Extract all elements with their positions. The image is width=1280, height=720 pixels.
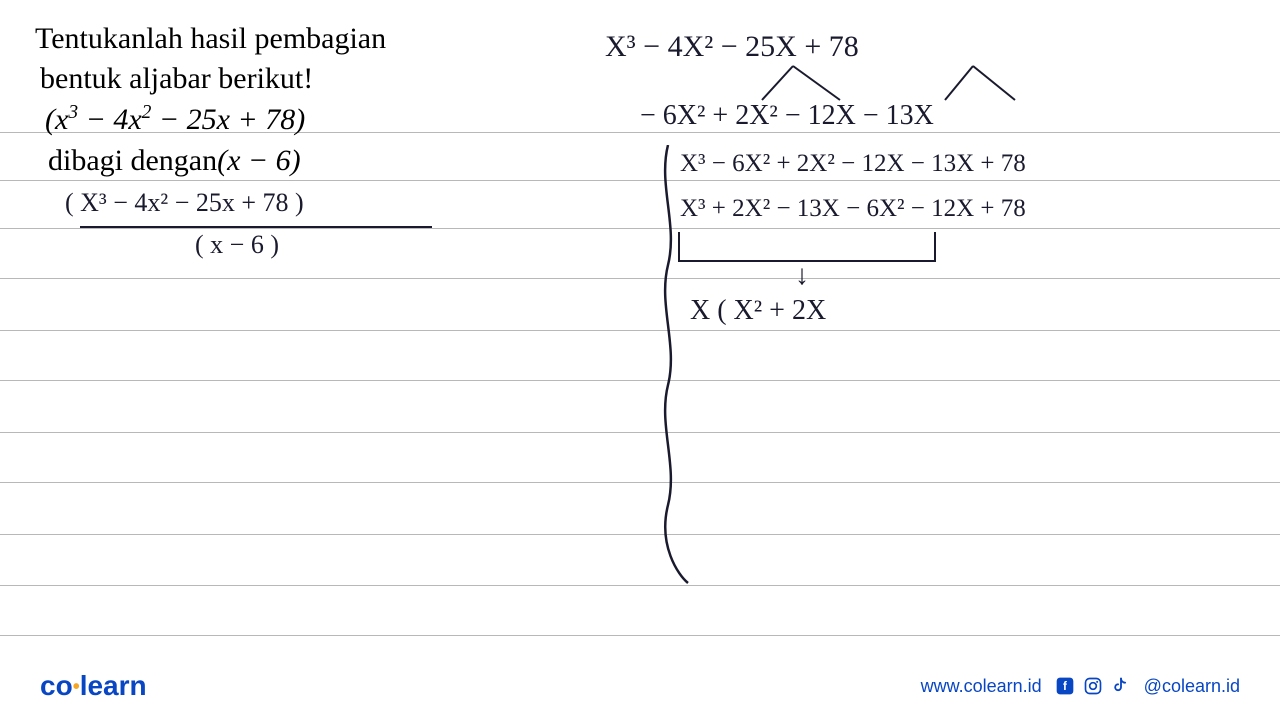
instagram-icon	[1082, 675, 1104, 697]
problem-line-2: bentuk aljabar berikut!	[40, 62, 313, 96]
svg-text:f: f	[1063, 680, 1067, 693]
work-expression-5: X ( X² + 2X	[690, 295, 826, 327]
work-expression-1: X³ − 4X² − 25X + 78	[605, 30, 859, 64]
social-icons: f	[1054, 675, 1132, 697]
website-url: www.colearn.id	[921, 676, 1042, 697]
footer-right: www.colearn.id f @colearn.id	[921, 675, 1240, 697]
fraction-denominator: ( x − 6 )	[195, 230, 279, 260]
grouping-bracket	[678, 232, 936, 262]
work-expression-2: − 6X² + 2X² − 12X − 13X	[640, 100, 934, 132]
work-expression-3: X³ − 6X² + 2X² − 12X − 13X + 78	[680, 150, 1026, 178]
fraction-bar	[80, 226, 432, 228]
work-expression-4: X³ + 2X² − 13X − 6X² − 12X + 78	[680, 195, 1026, 223]
problem-line-4: dibagi dengan(x − 6)	[48, 144, 301, 178]
social-handle: @colearn.id	[1144, 676, 1240, 697]
tiktok-icon	[1110, 675, 1132, 697]
arrow-down-icon: ↓	[795, 260, 809, 292]
problem-expression: (x3 − 4x2 − 25x + 78)	[45, 102, 305, 137]
facebook-icon: f	[1054, 675, 1076, 697]
fraction-numerator: ( X³ − 4x² − 25x + 78 )	[65, 188, 304, 218]
brand-logo: co•learn	[40, 670, 147, 702]
problem-line-1: Tentukanlah hasil pembagian	[35, 22, 386, 56]
footer: co•learn www.colearn.id f @colearn.id	[0, 670, 1280, 702]
